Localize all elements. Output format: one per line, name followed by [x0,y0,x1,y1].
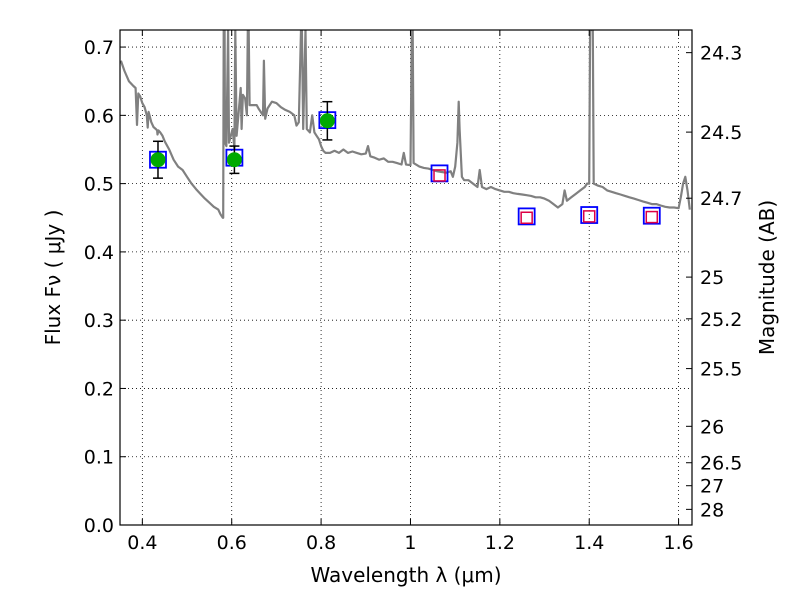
x-tick-label: 0.8 [306,532,336,554]
right-tick-label: 25.2 [700,309,742,331]
y-tick-label: 0.0 [84,515,114,537]
detection-point [150,152,166,168]
y-tick-label: 0.5 [84,174,114,196]
y-axis-label-left: Flux Fν ( μJy ) [41,210,65,346]
right-tick-label: 27 [700,476,724,498]
x-tick-label: 1.4 [574,532,604,554]
detection-point [319,113,335,129]
model-flux-box [580,206,599,224]
right-tick-label: 24.7 [700,188,742,210]
model-flux-box [642,206,661,225]
ticks: 0.4 0.6 0.8 1 1.2 1.4 1.6 0.0 0.1 0.2 0.3 0.4 0.5 0.6… [84,30,742,554]
x-tick-label: 1.2 [485,532,515,554]
x-tick-label: 0.6 [217,532,247,554]
right-tick-label: 24.5 [700,122,742,144]
upper-limit-marker [433,169,446,182]
model-spectrum-line [120,30,691,219]
right-tick-label: 25 [700,267,724,289]
right-tick-label: 26.5 [700,453,742,475]
y-tick-label: 0.2 [84,378,114,400]
y-tick-label: 0.7 [84,37,114,59]
y-tick-label: 0.4 [84,242,114,264]
x-tick-label: 1 [404,532,416,554]
upper-limit-marker [582,210,596,223]
right-tick-label: 24.3 [700,43,742,65]
detection-point [226,152,242,168]
right-tick-label: 28 [700,499,724,521]
model-spectrum [120,30,691,219]
upper-limit-marker [520,211,533,225]
right-tick-label: 26 [700,416,724,438]
upper-limit-marker [645,210,659,224]
y-tick-label: 0.6 [84,105,114,127]
y-tick-label: 0.1 [84,447,114,469]
x-axis-label: Wavelength λ (μm) [310,563,501,587]
model-flux-box [517,207,536,226]
x-tick-label: 0.4 [127,532,157,554]
markers [149,100,661,226]
x-tick-label: 1.6 [663,532,693,554]
y-axis-label-right: Magnitude (AB) [755,200,779,355]
right-tick-label: 25.5 [700,359,742,381]
y-tick-label: 0.3 [84,310,114,332]
